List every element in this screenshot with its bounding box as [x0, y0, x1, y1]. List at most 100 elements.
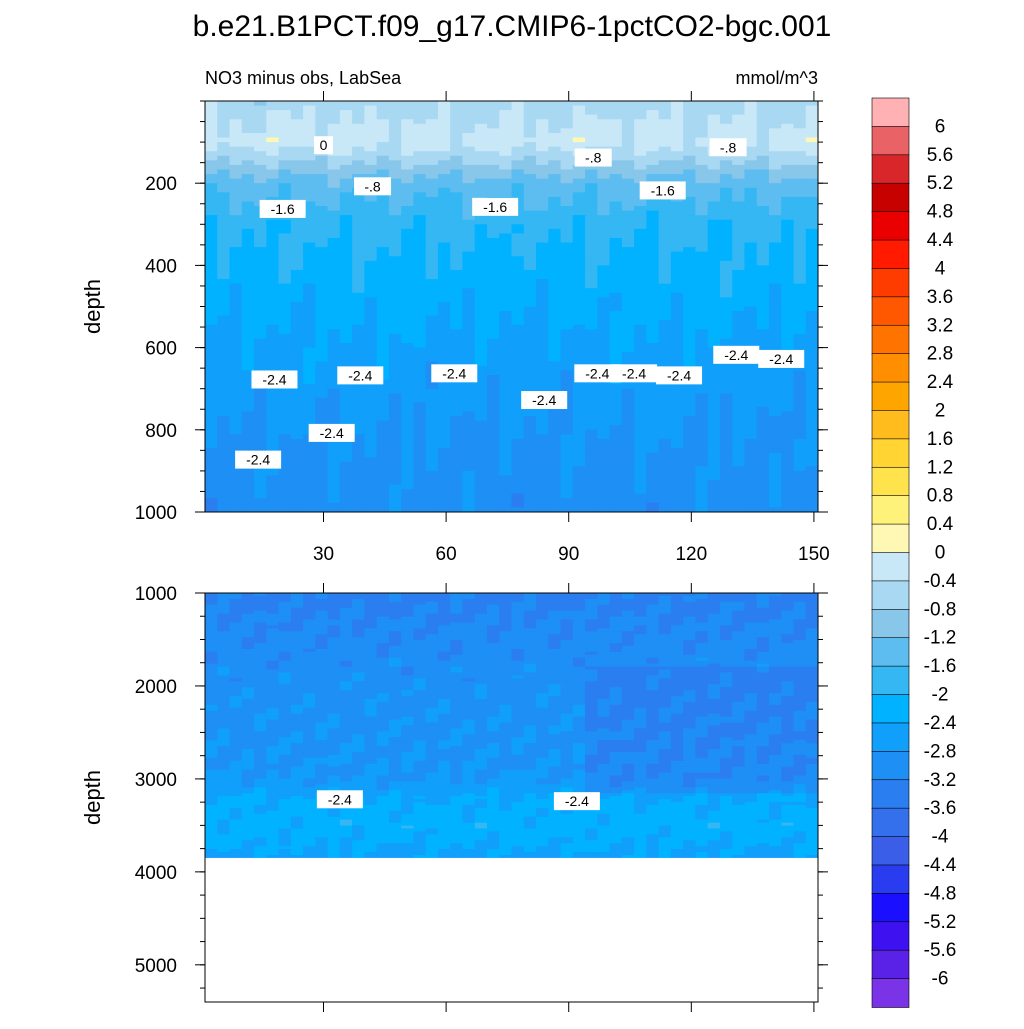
contour-cell [291, 425, 304, 430]
contour-cell [757, 192, 770, 197]
contour-cell [254, 270, 267, 275]
contour-cell [266, 485, 279, 490]
contour-cell [303, 416, 316, 421]
contour-cell [426, 156, 439, 161]
contour-cell [622, 485, 635, 490]
contour-cell [205, 457, 218, 462]
contour-cell [781, 147, 794, 152]
contour-cell [401, 430, 414, 435]
contour-cell [524, 247, 537, 252]
contour-cell [659, 334, 672, 339]
contour-cell [573, 128, 586, 133]
contour-cell [426, 425, 439, 430]
contour-cell [622, 170, 635, 175]
contour-cell [205, 302, 218, 307]
contour-cell [597, 288, 610, 293]
contour-cell [536, 384, 549, 389]
contour-cell [622, 297, 635, 302]
contour-cell [279, 485, 292, 490]
contour-cell [450, 421, 463, 426]
contour-cell [695, 270, 708, 275]
contour-cell [708, 471, 721, 476]
contour-cell [622, 279, 635, 284]
contour-cell [401, 197, 414, 202]
contour-cell [781, 471, 794, 476]
contour-cell [793, 256, 806, 261]
contour-cell [708, 311, 721, 316]
contour-cell [389, 503, 402, 508]
contour-cell [695, 297, 708, 302]
contour-cell [340, 233, 353, 238]
contour-cell [585, 270, 598, 275]
contour-cell [254, 311, 267, 316]
contour-cell [377, 407, 390, 412]
contour-cell [266, 133, 279, 138]
contour-cell [806, 201, 819, 206]
contour-cell [230, 402, 243, 407]
contour-cell [695, 284, 708, 289]
contour-cell [634, 265, 647, 270]
contour-cell [462, 389, 475, 394]
contour-cell [205, 466, 218, 471]
contour-cell [512, 160, 525, 165]
contour-label-text: -2.4 [622, 365, 646, 381]
contour-cell [401, 220, 414, 225]
contour-cell [315, 402, 328, 407]
contour-cell [646, 338, 659, 343]
contour-cell [732, 494, 745, 499]
contour-cell [413, 297, 426, 302]
contour-cell [328, 475, 341, 480]
contour-cell [536, 133, 549, 138]
contour-cell [695, 439, 708, 444]
contour-cell [205, 366, 218, 371]
contour-cell [217, 288, 230, 293]
contour-cell [438, 348, 451, 353]
contour-cell [646, 101, 659, 106]
contour-cell [708, 229, 721, 234]
contour-cell [548, 307, 561, 312]
contour-cell [585, 229, 598, 234]
contour-cell [806, 316, 819, 321]
contour-cell [499, 444, 512, 449]
contour-cell [426, 233, 439, 238]
contour-cell [769, 188, 782, 193]
contour-cell [315, 297, 328, 302]
contour-cell [389, 338, 402, 343]
contour-cell [597, 192, 610, 197]
contour-cell [683, 444, 696, 449]
contour-cell [744, 197, 757, 202]
contour-cell [303, 256, 316, 261]
contour-cell [450, 402, 463, 407]
contour-cell [683, 343, 696, 348]
contour-cell [217, 284, 230, 289]
contour-cell [646, 229, 659, 234]
contour-cell [597, 174, 610, 179]
contour-cell [413, 151, 426, 156]
contour-cell [720, 370, 733, 375]
contour-cell [732, 115, 745, 120]
contour-cell [695, 293, 708, 298]
contour-cell [450, 229, 463, 234]
contour-cell [279, 338, 292, 343]
contour-cell [242, 366, 255, 371]
contour-cell [561, 352, 574, 357]
contour-cell [769, 156, 782, 161]
contour-cell [230, 348, 243, 353]
contour-cell [610, 425, 623, 430]
contour-cell [254, 425, 267, 430]
contour-cell [389, 211, 402, 216]
contour-cell [450, 485, 463, 490]
contour-cell [377, 170, 390, 175]
contour-cell [695, 343, 708, 348]
contour-cell [512, 288, 525, 293]
contour-cell [720, 448, 733, 453]
contour-cell [315, 302, 328, 307]
contour-cell [597, 256, 610, 261]
contour-cell [671, 297, 684, 302]
contour-cell [242, 270, 255, 275]
contour-cell [806, 421, 819, 426]
contour-cell [291, 389, 304, 394]
contour-cell [328, 348, 341, 353]
contour-cell [695, 462, 708, 467]
contour-cell [401, 466, 414, 471]
